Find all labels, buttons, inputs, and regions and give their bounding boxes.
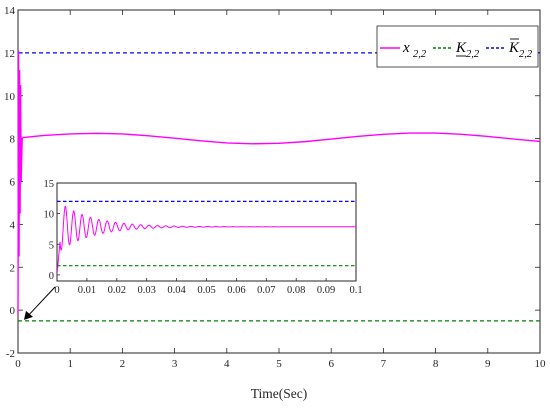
inset-series-group	[57, 200, 356, 275]
inset-x-tick-label: 0.07	[257, 285, 275, 296]
legend-label-1: x	[402, 40, 410, 56]
inset-y-tick-label: 5	[49, 240, 54, 251]
legend-subscript-1: 2,2	[413, 49, 427, 60]
legend-box	[376, 25, 539, 68]
x-tick-label: 7	[381, 358, 387, 370]
series-line-1	[17, 50, 541, 315]
x-tick-label: 10	[535, 358, 547, 370]
inset-x-tick-label: 0.08	[287, 285, 305, 296]
inset-x-tick-label: 0.02	[108, 285, 126, 296]
y-tick-label: 4	[10, 219, 16, 231]
x-tick-label: 4	[224, 358, 230, 370]
y-tick-label: 8	[10, 134, 16, 146]
inset-x-tick-label: 0.01	[78, 285, 96, 296]
inset-x-tick-label: 0.06	[227, 285, 245, 296]
legend-subscript-3: 2,2	[519, 49, 533, 60]
y-tick-label: 10	[4, 91, 16, 103]
inset-x-tick-label: 0.04	[167, 285, 186, 296]
legend-label-2: K	[455, 40, 467, 56]
legend-subscript-2: 2,2	[466, 49, 480, 60]
y-tick-label: 12	[4, 48, 15, 60]
inset-x-tick-label: 0.05	[197, 285, 215, 296]
inset-x-tick-label: 0	[54, 285, 59, 296]
y-tick-label: 6	[10, 177, 16, 189]
inset-plot: 0 0.01 0.02 0.03 0.04 0.05 0.06 0.07 0.08 0.09 0.1…	[24, 179, 363, 320]
inset-axes-box	[56, 182, 357, 282]
y-tick-label: 2	[10, 262, 16, 274]
x-tick-label: 0	[15, 358, 21, 370]
inset-y-tick-label: 10	[44, 210, 55, 221]
x-tick-label: 1	[67, 358, 73, 370]
y-tick-label: 0	[10, 305, 16, 317]
x-axis-label: Time(Sec)	[251, 386, 308, 401]
x-tick-label: 3	[172, 358, 178, 370]
legend: x 2,2 K 2,2 K 2,2	[376, 25, 539, 68]
x-tick-label: 6	[328, 358, 334, 370]
y-tick-label: 14	[4, 5, 16, 17]
zoom-arrow-line	[27, 286, 56, 317]
x-tick-label: 2	[120, 358, 126, 370]
x-tick-label: 8	[433, 358, 439, 370]
zoom-arrow-head	[24, 310, 33, 320]
inset-x-tick-label: 0.1	[349, 285, 362, 296]
x-tick-label: 5	[276, 358, 282, 370]
inset-y-tick-label: 0	[49, 271, 54, 282]
y-tick-label: -2	[6, 348, 15, 360]
legend-label-3: K	[508, 40, 520, 56]
inset-y-tick-label: 15	[44, 179, 55, 190]
inset-series-line-1	[57, 205, 356, 275]
x-tick-label: 9	[485, 358, 491, 370]
inset-x-tick-label: 0.09	[317, 285, 335, 296]
inset-x-tick-label: 0.03	[138, 285, 156, 296]
